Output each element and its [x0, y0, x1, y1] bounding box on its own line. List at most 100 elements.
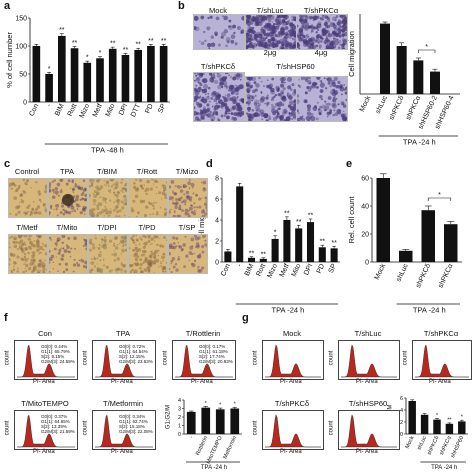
category-label: BIM [244, 263, 256, 277]
g-pi-area-label: PI- Area [356, 379, 378, 385]
bar [108, 48, 117, 102]
y-tick-label: 40 [361, 203, 369, 210]
significance-mark: ** [249, 250, 255, 257]
bar [376, 178, 390, 262]
significance-mark: ** [72, 40, 78, 47]
f-count-label: count [82, 350, 89, 366]
y-tick-label: 2 [400, 420, 403, 426]
bar [421, 210, 435, 262]
significance-mark: ** [447, 417, 452, 423]
b-micrograph [245, 76, 297, 122]
histogram-area [340, 414, 397, 448]
category-label: Rott [255, 263, 267, 278]
significance-mark: ** [284, 210, 290, 217]
c-image-title: T/Mito [56, 223, 78, 232]
y-tick-label: 0 [23, 99, 27, 106]
b-micrograph-texture [246, 15, 296, 49]
c-image-title: T/DPI [97, 223, 117, 232]
histogram-area [414, 344, 469, 378]
c-image-title: T/Metf [16, 223, 38, 232]
g-plot-title: T/shPKCα [423, 329, 459, 338]
x-axis-label: TPA -24 h [413, 306, 446, 315]
category-label: Con [29, 103, 41, 118]
f-flow-plot-histogram [174, 344, 233, 378]
y-axis-label: Cell migration [197, 197, 206, 243]
g-count-label: count [402, 350, 409, 366]
c-micrograph [8, 234, 48, 274]
significance-mark: ** [261, 251, 267, 258]
g-plot-title: T/shLuc [354, 329, 382, 338]
b-micrograph [193, 72, 245, 122]
c-image-title: T/PD [138, 223, 156, 232]
bar [318, 247, 326, 262]
c-micrograph [168, 234, 208, 274]
y-tick-label: 2 [215, 238, 219, 245]
g-flow-plot-histogram [264, 344, 321, 378]
bar [444, 224, 458, 262]
g-plot-title: Mock [283, 329, 301, 338]
significance-mark: ** [161, 38, 167, 45]
bar [121, 54, 130, 102]
b-micrograph [296, 14, 348, 50]
bar [271, 238, 279, 262]
category-label: Mito [105, 103, 117, 118]
bar [83, 62, 92, 102]
f-flow-plot: G0[0]: 0.44% G1[1]: 65.79% S[2]: 9.15% G… [14, 340, 78, 380]
y-tick-label: 3 [178, 406, 181, 412]
cell-cycle-stats: G0[0]: 0.72% G1[1]: 64.54% S[2]: 12.15% … [119, 344, 153, 364]
category-label: SP [157, 103, 167, 115]
chart-g-g1-g2m: 0246G1:G2MMockshLuc*shPKCδ**shPKCα*shHSP… [388, 396, 468, 471]
b-image-title: T/shHSP60 [276, 62, 315, 71]
f-pi-area-label: PI- Area [33, 449, 55, 455]
y-tick-label: 8 [215, 175, 219, 182]
panel-e-letter: e [346, 158, 353, 170]
c-image-title: TPA [59, 167, 75, 176]
bar [32, 46, 41, 102]
g-count-label: count [328, 350, 335, 366]
x-axis-label: TPA -48 h [91, 146, 124, 155]
f-count-label: count [162, 350, 169, 366]
significance-mark: ** [296, 219, 302, 226]
histogram-area [16, 344, 75, 378]
significance-mark: ** [123, 47, 129, 54]
bar [330, 248, 338, 262]
x-axis-label: TPA -24 h [201, 465, 227, 471]
y-tick-label: 4 [178, 398, 181, 404]
category-label: Rottlerin [195, 435, 209, 456]
category-label: DPI [303, 263, 314, 277]
panel-a-letter: a [4, 0, 11, 12]
bar [224, 251, 232, 262]
significance-mark: ** [320, 239, 326, 246]
c-micrograph-texture [129, 235, 167, 273]
bar [45, 74, 53, 102]
c-image-title: T/Rott [136, 167, 158, 176]
g-flow-plot-histogram [414, 344, 469, 378]
category-label: SP [328, 263, 338, 275]
y-tick-label: 6 [215, 196, 219, 203]
c-micrograph [88, 178, 128, 218]
g-flow-plot [412, 340, 472, 380]
category-label: BIM [54, 103, 66, 117]
g-flow-plot-histogram [264, 414, 321, 448]
significance-mark: ** [148, 38, 154, 45]
histogram-area [174, 344, 233, 378]
y-tick-label: 1 [178, 423, 181, 429]
bar [236, 186, 244, 262]
y-tick-label: 6 [400, 396, 403, 402]
y-tick-label: 0 [215, 259, 219, 266]
b-micrograph-texture [297, 15, 347, 49]
f-flow-plot: G0[0]: 0.34% G1[1]: 62.74% S[2]: 15.18% … [92, 410, 156, 450]
category-label: DPI [118, 103, 129, 117]
category-label: Mizo [266, 263, 279, 279]
x-axis-label: TPA -24 h [272, 306, 305, 315]
g-flow-plot-histogram [340, 344, 397, 378]
y-tick-label: 0 [400, 432, 403, 438]
f-flow-plot: G0[0]: 0.37% G1[1]: 64.65% S[2]: 13.39% … [14, 410, 78, 450]
panel-g-letter: g [242, 312, 249, 324]
significance-mark: ** [331, 240, 337, 247]
bar [413, 60, 424, 94]
c-micrograph [88, 234, 128, 274]
f-plot-title: T/Rottlerin [185, 329, 221, 338]
cell-cycle-stats: G0[0]: 0.37% G1[1]: 64.65% S[2]: 13.39% … [41, 414, 75, 434]
